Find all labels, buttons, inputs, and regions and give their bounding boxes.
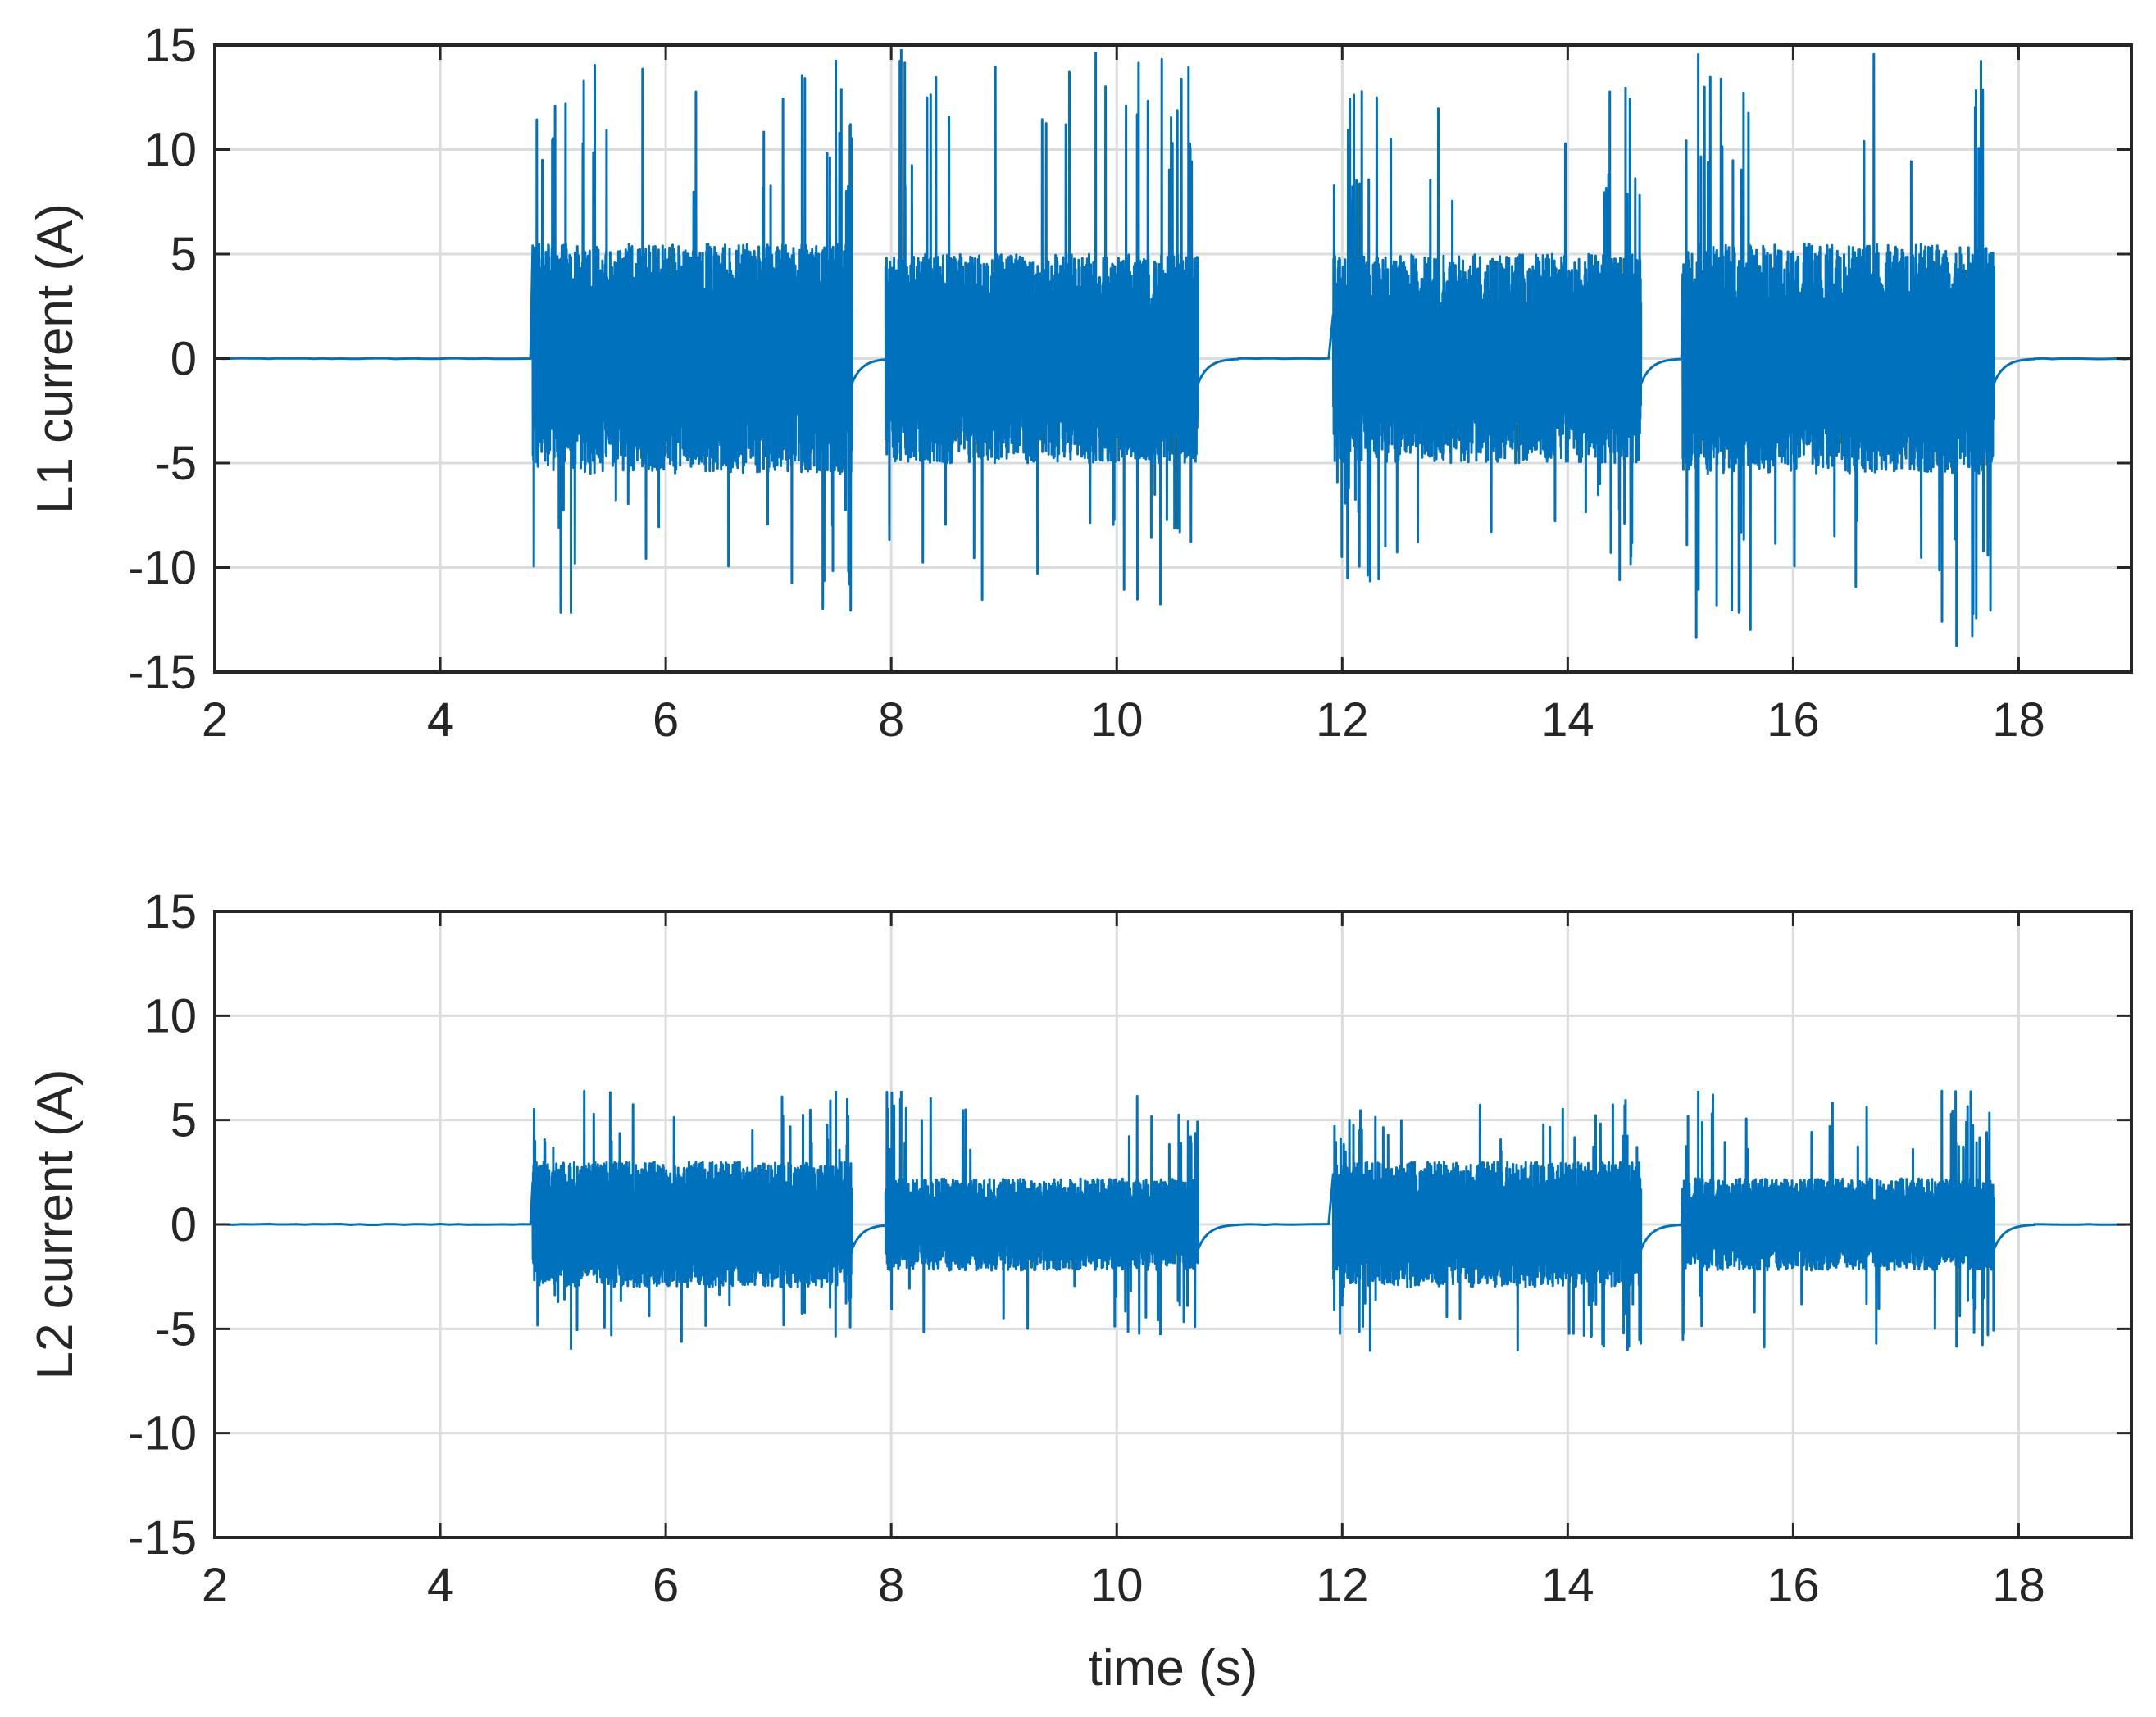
- l1-x-tick-labels: 2 4 6 8 10 12 14 16 18: [202, 693, 2045, 747]
- l1-x-tick-label: 6: [653, 693, 679, 747]
- l2-current-plot: 2 4 6 8 10 12 14 16 18 -15 -10 -5 0 5 10 15 L2 current…: [27, 885, 2133, 1697]
- l2-y-tick-label: -15: [128, 1511, 197, 1565]
- l1-x-tick-label: 16: [1767, 693, 1820, 747]
- l1-x-tick-label: 18: [1992, 693, 2045, 747]
- l2-x-tick-label: 8: [878, 1559, 904, 1612]
- l2-y-tick-label: 10: [143, 989, 197, 1042]
- l1-y-tick-label: -5: [154, 437, 197, 490]
- l2-x-tick-label: 10: [1090, 1559, 1144, 1612]
- l2-x-tick-label: 14: [1541, 1559, 1594, 1612]
- l1-trace: [213, 49, 2132, 647]
- l2-y-tick-label: 0: [171, 1198, 197, 1251]
- l2-y-tick-label: -5: [154, 1302, 197, 1356]
- l2-series-line: [214, 1089, 2132, 1351]
- l2-x-tick-label: 18: [1992, 1559, 2045, 1612]
- l2-x-tick-labels: 2 4 6 8 10 12 14 16 18: [202, 1559, 2045, 1612]
- l2-x-tick-label: 12: [1316, 1559, 1369, 1612]
- l1-y-tick-label: -10: [128, 542, 197, 595]
- l2-y-tick-label: 15: [143, 885, 197, 938]
- l1-series-line: [213, 52, 2132, 639]
- l2-y-tick-label: 5: [171, 1094, 197, 1147]
- l1-x-tick-label: 12: [1316, 693, 1369, 747]
- l1-ticks: [213, 43, 2131, 674]
- l1-x-tick-label: 10: [1090, 693, 1144, 747]
- l1-x-tick-label: 2: [202, 693, 228, 747]
- l1-y-tick-label: 10: [143, 124, 197, 177]
- l2-trace: [214, 1089, 2132, 1352]
- l2-ticks: [213, 910, 2131, 1539]
- l1-x-tick-label: 4: [427, 693, 453, 747]
- l2-y-tick-labels: -15 -10 -5 0 5 10 15: [128, 885, 197, 1565]
- l1-y-tick-label: 15: [143, 19, 197, 72]
- l2-x-tick-label: 6: [653, 1559, 679, 1612]
- l2-x-tick-label: 2: [202, 1559, 228, 1612]
- l1-x-tick-label: 14: [1541, 693, 1594, 747]
- l1-y-tick-label: -15: [128, 646, 197, 699]
- l2-y-axis-label: L2 current (A): [27, 1069, 84, 1379]
- l2-x-axis-label: time (s): [1089, 1640, 1258, 1697]
- l1-y-tick-labels: -15 -10 -5 0 5 10 15: [128, 19, 197, 699]
- l1-y-axis-label: L1 current (A): [27, 203, 84, 514]
- l2-x-tick-label: 16: [1767, 1559, 1820, 1612]
- l1-y-tick-label: 5: [171, 228, 197, 281]
- l1-y-tick-label: 0: [171, 333, 197, 386]
- l1-current-plot: 2 4 6 8 10 12 14 16 18 -15 -10 -5 0 5 10 15 L1 current…: [27, 19, 2133, 747]
- l2-x-tick-label: 4: [427, 1559, 453, 1612]
- l2-y-tick-label: -10: [128, 1407, 197, 1460]
- l1-x-tick-label: 8: [878, 693, 904, 747]
